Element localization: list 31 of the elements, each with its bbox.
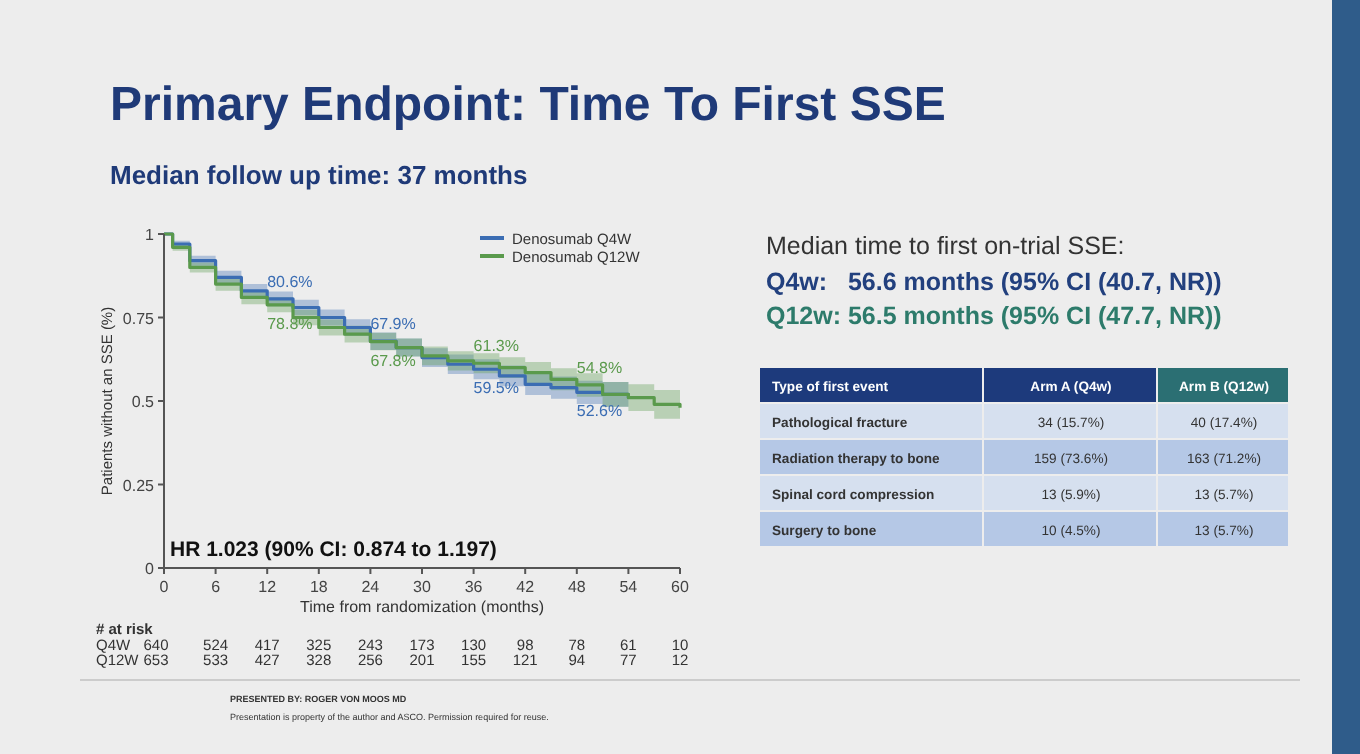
- x-tick-label: 30: [413, 578, 432, 596]
- x-axis-title: Time from randomization (months): [300, 598, 545, 616]
- x-tick-label: 12: [258, 578, 278, 596]
- x-tick-label: 36: [464, 578, 484, 596]
- chart-title: Primary Endpoint: Time To First SSE: [110, 78, 946, 132]
- chart-subtitle: Median follow up time: 37 months: [110, 160, 528, 190]
- y-tick-label: 1: [145, 226, 156, 244]
- annotation: 54.8%: [576, 358, 623, 377]
- text: Q4w: 56.6 months (95% CI (40.7, NR)): [766, 268, 1222, 296]
- annotation: 67.8%: [370, 351, 416, 370]
- y-tick-label: 0: [145, 560, 156, 578]
- x-tick-label: 18: [309, 578, 329, 596]
- annotation: 67.9%: [370, 315, 416, 334]
- x-tick-label: 48: [567, 578, 587, 596]
- x-tick-label: 24: [361, 578, 381, 596]
- annotation: 61.3%: [473, 337, 519, 356]
- x-tick-label: 6: [211, 578, 222, 596]
- y-tick-label: 0.5: [131, 393, 156, 411]
- text: Median time to first on-trial SSE:: [766, 232, 1125, 260]
- x-tick-label: 54: [619, 578, 639, 596]
- annotation: 59.5%: [473, 379, 519, 398]
- annotation: 52.6%: [576, 402, 623, 421]
- text: Q12w: 56.5 months (95% CI (47.7, NR)): [766, 302, 1222, 330]
- annotation: HR 1.023 (90% CI: 0.874 to 1.197): [170, 538, 497, 562]
- annotation: 80.6%: [267, 272, 313, 291]
- annotation: 78.8%: [267, 314, 313, 333]
- x-tick-label: 0: [159, 578, 170, 596]
- y-tick-label: 0.25: [122, 476, 156, 495]
- x-tick-label: 42: [516, 578, 536, 596]
- y-tick-label: 0.75: [122, 309, 156, 328]
- x-tick-label: 60: [671, 578, 690, 596]
